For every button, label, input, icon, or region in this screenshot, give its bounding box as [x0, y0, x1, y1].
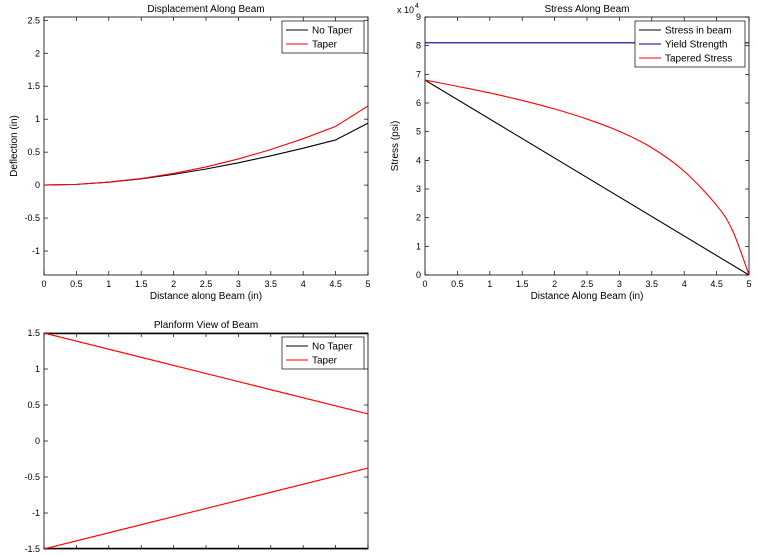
y-tick-label: 1.5 — [27, 81, 40, 91]
x-tick-label: 1.5 — [516, 279, 529, 289]
y-tick-label: 0.5 — [27, 400, 40, 410]
y-tick-label: 2 — [35, 48, 40, 58]
x-tick-label: 1.5 — [135, 279, 148, 289]
y-tick-label: 9 — [416, 12, 421, 22]
x-tick-label: 4 — [301, 279, 306, 289]
series-line-2-0 — [425, 79, 749, 275]
chart-1: 0 0.5 1 1.5 2 2.5 3 3.5 4 4.5 5 0 1 2 3 4 5 6 7 8 9 Stress Al… — [390, 3, 752, 302]
chart-title: Displacement Along Beam — [147, 4, 264, 15]
x-tick-label: 1 — [487, 279, 492, 289]
series-line-0-0 — [425, 79, 749, 275]
series-line-1-1 — [44, 467, 368, 549]
legend: No Taper Taper — [281, 336, 365, 370]
y-tick-label: 0 — [416, 270, 421, 280]
legend-box — [281, 336, 365, 370]
x-tick-label: 3.5 — [265, 279, 278, 289]
x-tick-label: 4.5 — [329, 279, 342, 289]
x-tick-label: 5 — [365, 279, 370, 289]
legend-entry: No Taper — [312, 342, 353, 353]
x-tick-label: 0.5 — [70, 279, 83, 289]
y-tick-label: -0.5 — [24, 472, 40, 482]
x-tick-label: 4.5 — [710, 279, 723, 289]
x-tick-label: 5 — [746, 279, 751, 289]
x-axis-label: Distance Along Beam (in) — [531, 291, 644, 302]
plot-area — [43, 16, 369, 276]
y-tick-label: 3 — [416, 184, 421, 194]
legend-entry: Stress in beam — [665, 26, 732, 37]
y-tick-label: -0.5 — [24, 213, 40, 223]
x-tick-label: 0 — [41, 279, 46, 289]
legend-entry: Taper — [312, 356, 338, 367]
chart-2: -1.5 -1 -0.5 0 0.5 1 1.5 Planform View of Beam N… — [24, 320, 369, 554]
y-multiplier: x 10 — [397, 5, 414, 15]
legend-entry: Tapered Stress — [665, 54, 732, 65]
series-group — [44, 105, 368, 186]
y-tick-label: 8 — [416, 41, 421, 51]
x-tick-label: 0.5 — [451, 279, 464, 289]
y-multiplier-exponent: 4 — [415, 3, 419, 10]
x-tick-label: 0 — [422, 279, 427, 289]
legend-entry: Yield Strength — [665, 40, 727, 51]
y-tick-label: 5 — [416, 127, 421, 137]
x-tick-label: 2.5 — [581, 279, 594, 289]
x-tick-label: 4 — [682, 279, 687, 289]
legend: Stress in beam Yield Strength Tapered Stre… — [634, 20, 746, 68]
y-axis-label: Stress (psi) — [390, 121, 401, 172]
chart-0: 0 0.5 1 1.5 2 2.5 3 3.5 4 4.5 5 -1 -0.5 0 0.5 1 1.5 2 2.5 D… — [9, 4, 371, 302]
x-tick-label: 2 — [171, 279, 176, 289]
y-tick-label: 4 — [416, 155, 421, 165]
legend: No Taper Taper — [281, 20, 365, 54]
y-axis-label: Deflection (in) — [9, 115, 20, 177]
y-tick-label: 6 — [416, 98, 421, 108]
y-tick-label: 1 — [35, 114, 40, 124]
y-tick-label: 7 — [416, 69, 421, 79]
y-tick-label: 1.5 — [27, 328, 40, 338]
y-tick-label: 0 — [35, 436, 40, 446]
y-tick-label: 2.5 — [27, 15, 40, 25]
chart-title: Stress Along Beam — [544, 4, 629, 15]
y-tick-label: 0.5 — [27, 147, 40, 157]
x-axis-label: Distance along Beam (in) — [150, 291, 262, 302]
legend-box — [281, 20, 365, 54]
legend-entry: No Taper — [312, 26, 353, 37]
y-tick-label: -1 — [32, 246, 40, 256]
y-tick-label: 2 — [416, 213, 421, 223]
series-group — [44, 333, 368, 549]
y-tick-label: -1.5 — [24, 544, 40, 554]
x-tick-label: 3 — [617, 279, 622, 289]
series-line-1-0 — [44, 105, 368, 186]
y-tick-label: 1 — [416, 241, 421, 251]
y-tick-label: 1 — [35, 364, 40, 374]
series-line-1-0 — [44, 333, 368, 415]
x-tick-label: 3 — [236, 279, 241, 289]
y-tick-label: 0 — [35, 180, 40, 190]
x-tick-label: 1 — [106, 279, 111, 289]
y-tick-label: -1 — [32, 508, 40, 518]
legend-entry: Taper — [312, 40, 338, 51]
x-tick-label: 3.5 — [646, 279, 659, 289]
x-tick-label: 2.5 — [200, 279, 213, 289]
x-tick-label: 2 — [552, 279, 557, 289]
chart-title: Planform View of Beam — [154, 320, 258, 331]
